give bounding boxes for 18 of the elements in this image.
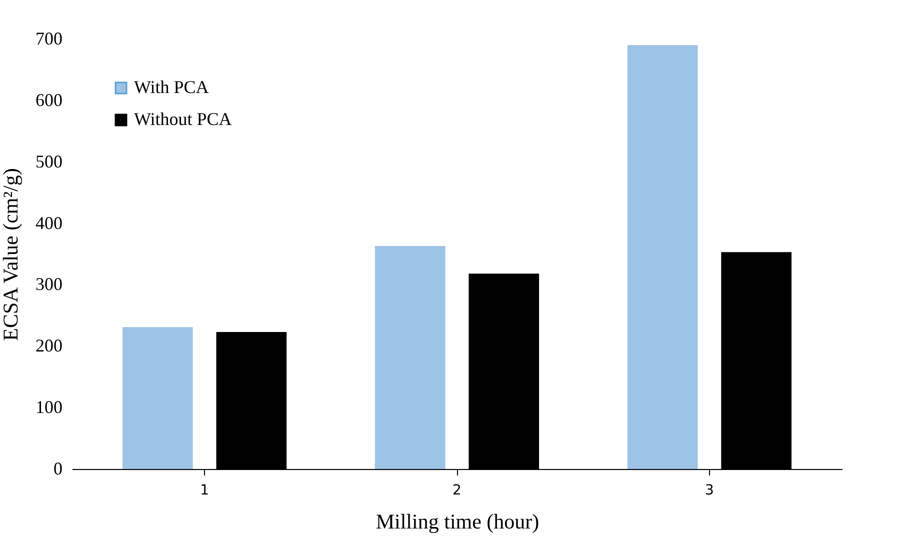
y-axis-title: ECSA Value (cm²/g) xyxy=(0,168,22,341)
bar xyxy=(627,45,698,469)
y-tick-label: 0 xyxy=(54,458,62,478)
y-tick-label: 300 xyxy=(36,274,62,294)
y-tick-label: 600 xyxy=(36,90,62,110)
legend-label: Without PCA xyxy=(134,109,232,129)
bar xyxy=(122,327,193,469)
y-tick-label: 700 xyxy=(36,28,62,48)
x-tick-label: 1 xyxy=(200,482,209,498)
y-tick-label: 500 xyxy=(36,151,62,172)
x-axis-title: Milling time (hour) xyxy=(376,510,540,534)
legend-label: With PCA xyxy=(134,77,209,97)
y-tick-label: 400 xyxy=(36,212,62,233)
bar xyxy=(374,246,446,469)
y-tick-label: 200 xyxy=(36,336,62,356)
x-tick-label: 2 xyxy=(452,482,462,498)
x-tick-label: 3 xyxy=(705,482,714,498)
y-tick-label: 100 xyxy=(36,397,62,418)
